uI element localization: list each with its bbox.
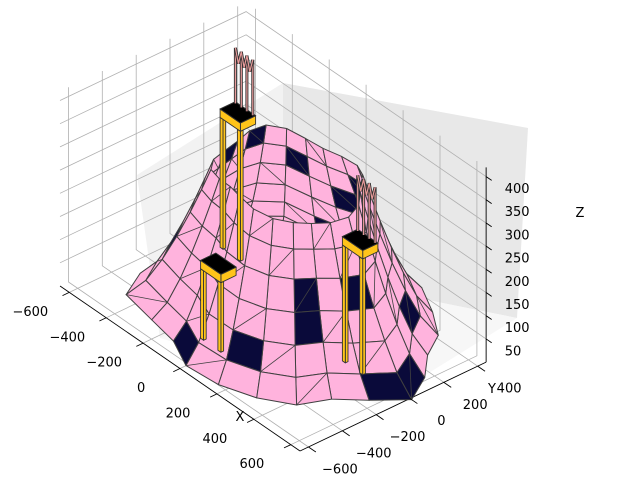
surface-face xyxy=(270,218,295,250)
surface-face xyxy=(256,371,298,406)
surface-edge xyxy=(285,145,310,177)
z-tick-label: 50 xyxy=(505,344,522,359)
x-tick-mark xyxy=(173,368,181,373)
z-tick-label: 400 xyxy=(505,182,530,197)
surface-edge xyxy=(305,138,327,167)
surface-edge xyxy=(249,218,274,237)
surface-face xyxy=(263,124,288,147)
y-tick-label: −600 xyxy=(322,463,358,478)
y-tick-label: −200 xyxy=(390,430,426,445)
surface-edge xyxy=(268,248,294,276)
chair-front-seat xyxy=(199,252,237,275)
surface-face xyxy=(313,248,341,279)
z-tick-mark xyxy=(485,338,492,344)
chairs xyxy=(199,47,379,376)
surface-edge xyxy=(409,353,412,400)
surface-face xyxy=(263,308,296,346)
chair-left-leg-front xyxy=(236,128,241,262)
surface-edge xyxy=(213,159,219,169)
surface-edge xyxy=(232,308,267,331)
x-tick-label: −600 xyxy=(12,305,48,320)
surface-face xyxy=(292,222,315,250)
x-tick-label: 200 xyxy=(166,407,191,422)
surface-face xyxy=(310,222,336,250)
surface-face xyxy=(252,182,286,203)
z-tick-mark xyxy=(485,199,492,204)
y-axis-line xyxy=(299,361,487,452)
surface-edge xyxy=(126,294,168,303)
x-tick-label: 0 xyxy=(137,381,145,396)
gridline-y xyxy=(68,87,309,448)
chair-right-back-crest-fill xyxy=(357,175,376,200)
y-tick-mark xyxy=(308,446,317,453)
surface-face xyxy=(260,340,297,378)
x-tick-mark xyxy=(209,393,218,398)
chair-left-seat xyxy=(219,101,257,124)
surface-edge xyxy=(313,222,331,250)
y-tick-label: 200 xyxy=(463,398,488,413)
x-tick-mark xyxy=(136,342,144,347)
surface-face xyxy=(265,275,296,313)
x-tick-mark xyxy=(99,317,107,322)
y-axis-label: Y xyxy=(487,382,496,397)
z-tick-label: 200 xyxy=(505,275,530,290)
surface-edge xyxy=(373,261,376,309)
chair-front-leg-front xyxy=(217,280,222,353)
surface-edge xyxy=(260,162,286,185)
surface-edge xyxy=(387,277,398,325)
z-tick-mark xyxy=(485,245,492,251)
y-tick-label: 400 xyxy=(497,382,522,397)
y-tick-mark xyxy=(477,365,486,372)
surface-edge xyxy=(405,290,413,334)
z-tick-mark xyxy=(485,315,492,320)
surface-edge xyxy=(249,130,264,144)
chair-right-seat xyxy=(341,228,379,252)
z-tick-mark xyxy=(485,268,492,274)
x-tick-label: 400 xyxy=(202,432,227,447)
x-tick-label: 600 xyxy=(239,457,264,472)
surface-edge xyxy=(185,359,227,366)
chair-right-leg-front xyxy=(341,244,346,364)
z-tick-label: 300 xyxy=(505,228,530,243)
x-tick-label: −200 xyxy=(86,356,122,371)
surface-edge xyxy=(379,221,393,264)
y-tick-mark xyxy=(443,381,452,388)
z-tick-mark xyxy=(485,292,492,297)
z-tick-mark xyxy=(485,222,492,228)
chair-right-leg-front xyxy=(359,256,364,376)
z-tick-label: 150 xyxy=(505,298,530,313)
surface-edge xyxy=(260,345,296,373)
gridline-z xyxy=(59,34,487,201)
surface-face xyxy=(294,341,328,378)
y-tick-label: −400 xyxy=(356,446,392,461)
y-tick-label: 0 xyxy=(437,414,445,429)
x-tick-mark xyxy=(246,418,255,423)
x-tick-mark xyxy=(283,444,291,449)
chair-front-leg-front xyxy=(200,268,204,341)
z-tick-mark xyxy=(485,176,492,181)
gridline-z xyxy=(59,11,487,177)
gridline-x xyxy=(290,161,478,446)
z-tick-label: 350 xyxy=(505,205,530,220)
x-tick-label: −400 xyxy=(49,330,85,345)
surface-edge xyxy=(294,278,317,313)
surface-edge xyxy=(176,225,203,237)
surface-face xyxy=(259,142,287,166)
z-tick-label: 100 xyxy=(505,321,530,336)
y-tick-mark xyxy=(409,398,418,404)
chair-left-leg-front xyxy=(219,116,224,250)
x-tick-mark xyxy=(62,291,70,297)
surface-edge xyxy=(416,295,439,336)
surface-face xyxy=(293,248,317,280)
surface-face xyxy=(294,310,324,346)
x-axis-label: X xyxy=(236,410,245,425)
z-axis-label: Z xyxy=(576,206,585,221)
surface-edge xyxy=(296,372,328,406)
z-tick-label: 250 xyxy=(505,252,530,267)
chair-left-back-crest-fill xyxy=(234,47,254,72)
y-tick-mark xyxy=(375,414,384,421)
y-tick-mark xyxy=(342,430,350,437)
